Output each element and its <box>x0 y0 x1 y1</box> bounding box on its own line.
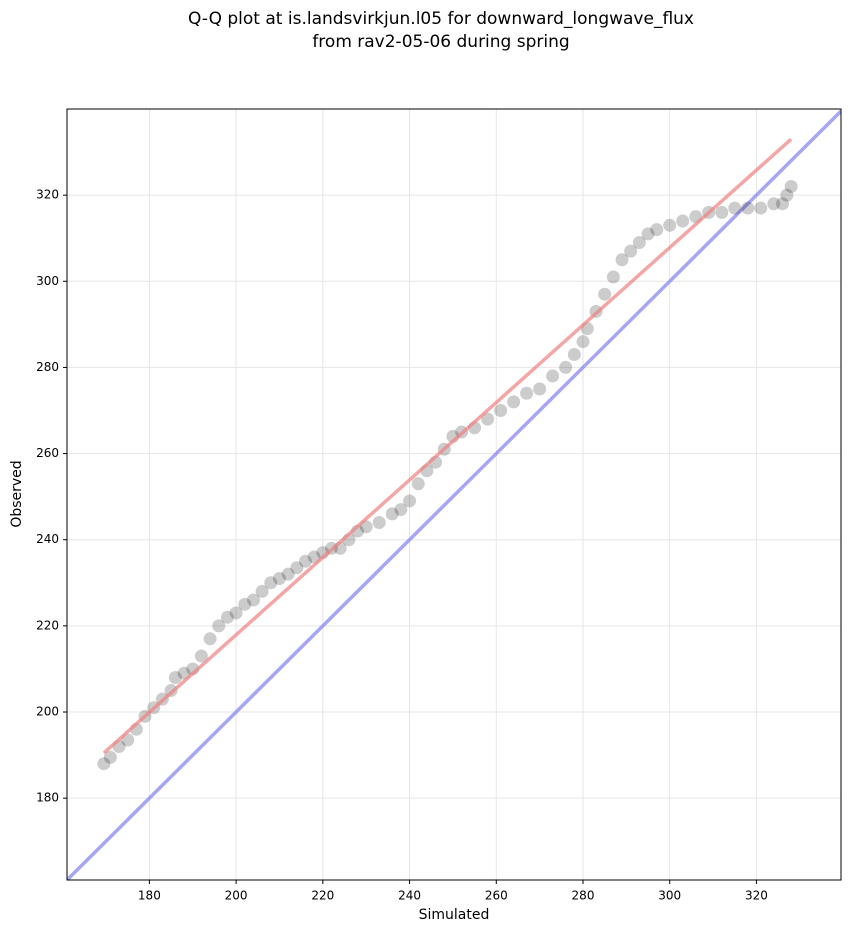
point <box>385 507 399 521</box>
y-tick-label: 260 <box>36 446 59 460</box>
plot-area <box>67 109 841 880</box>
x-tick-label: 260 <box>485 889 508 903</box>
point <box>411 477 425 491</box>
x-axis-label: Simulated <box>419 907 490 923</box>
point <box>775 197 789 211</box>
point <box>546 369 560 383</box>
point <box>598 287 612 301</box>
point <box>238 597 252 611</box>
point <box>676 214 690 228</box>
point <box>641 227 655 241</box>
fit-line <box>102 137 793 755</box>
point <box>533 382 547 396</box>
point <box>784 180 798 194</box>
y-tick-label: 200 <box>36 705 59 719</box>
point <box>507 395 521 409</box>
point <box>255 584 269 598</box>
point <box>741 201 755 215</box>
point <box>715 205 729 219</box>
chart-subtitle: from rav2-05-06 during spring <box>312 32 569 52</box>
point <box>632 236 646 250</box>
y-tick-label: 220 <box>36 618 59 632</box>
plot-frame <box>66 108 842 881</box>
y-tick-label: 300 <box>36 274 59 288</box>
x-tick-label: 240 <box>398 889 421 903</box>
point <box>298 554 312 568</box>
point <box>272 571 286 585</box>
point <box>394 503 408 517</box>
point <box>606 270 620 284</box>
y-tick-label: 280 <box>36 360 59 374</box>
point <box>624 244 638 258</box>
point <box>650 223 664 237</box>
point <box>780 188 794 202</box>
point <box>97 757 111 771</box>
point <box>481 412 495 426</box>
y-tick-label: 180 <box>36 791 59 805</box>
x-tick-label: 200 <box>225 889 248 903</box>
point <box>229 606 243 620</box>
point <box>168 671 182 685</box>
point <box>194 649 208 663</box>
x-tick-label: 180 <box>138 889 161 903</box>
point <box>767 197 781 211</box>
point <box>264 576 278 590</box>
point <box>663 218 677 232</box>
reference-line <box>67 109 841 880</box>
point <box>372 515 386 529</box>
x-tick-label: 280 <box>572 889 595 903</box>
point <box>203 632 217 646</box>
point <box>567 348 581 362</box>
point <box>615 253 629 267</box>
point <box>494 404 508 418</box>
y-tick-label: 320 <box>36 188 59 202</box>
point <box>246 593 260 607</box>
x-tick-label: 300 <box>658 889 681 903</box>
y-axis-label: Observed <box>9 460 25 527</box>
point <box>728 201 742 215</box>
point <box>520 386 534 400</box>
chart-title: Q-Q plot at is.landsvirkjun.l05 for down… <box>188 9 694 29</box>
point <box>281 567 295 581</box>
point <box>290 561 304 575</box>
x-tick-label: 320 <box>745 889 768 903</box>
point <box>220 610 234 624</box>
point <box>754 201 768 215</box>
point <box>212 619 226 633</box>
point <box>103 750 117 764</box>
x-tick-label: 220 <box>311 889 334 903</box>
point <box>559 360 573 374</box>
point <box>576 335 590 349</box>
y-tick-label: 240 <box>36 532 59 546</box>
point <box>403 494 417 508</box>
